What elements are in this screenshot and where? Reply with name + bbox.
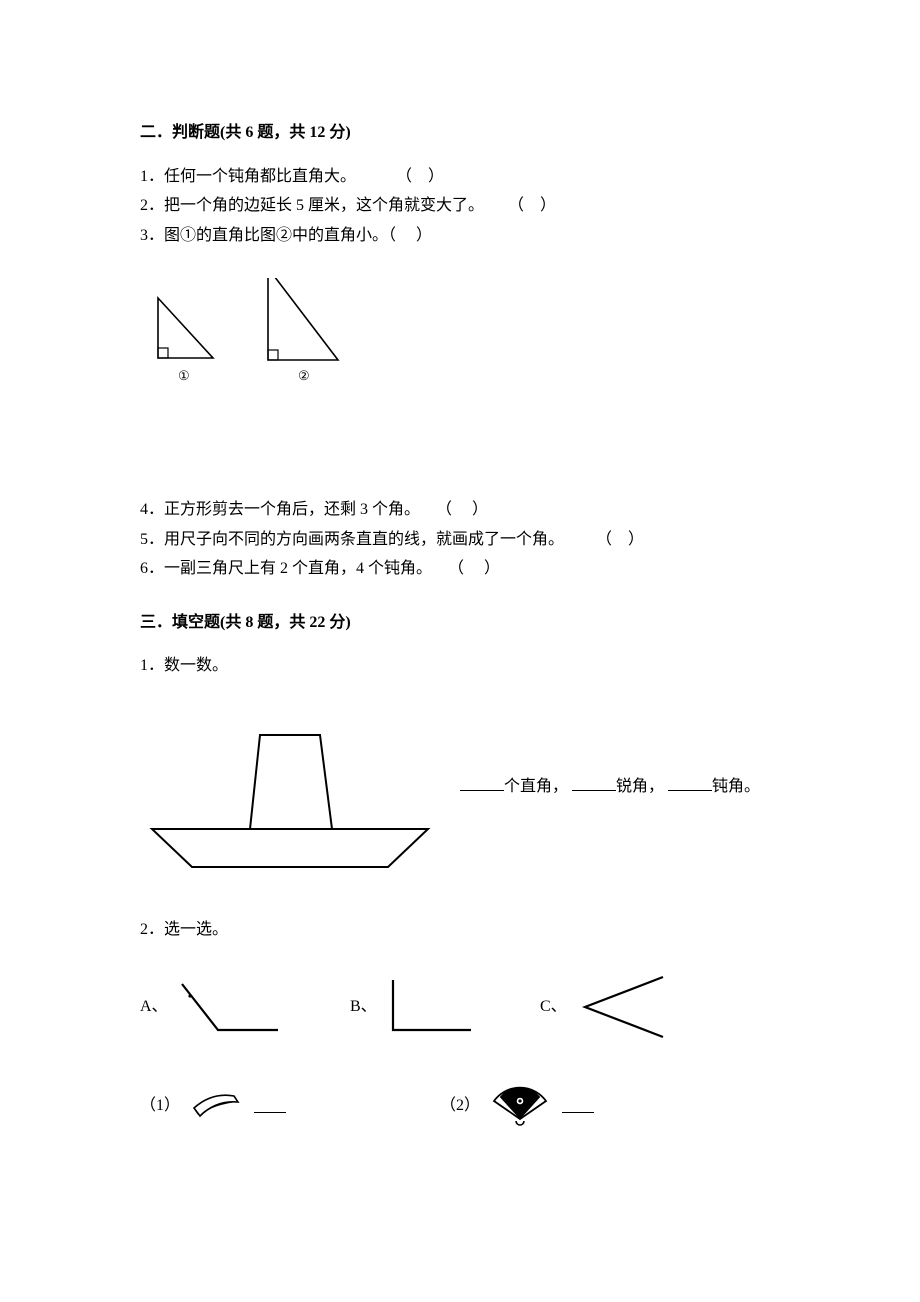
acute-angle-icon — [573, 971, 673, 1043]
blank-obtuse[interactable] — [668, 775, 712, 791]
option-a: A、 — [140, 974, 350, 1040]
section-3-title: 三．填空题(共 8 题，共 22 分) — [140, 610, 780, 636]
sub-q2: （2） — [440, 1085, 594, 1127]
triangle-label-1: ① — [178, 368, 190, 383]
boat-hull — [152, 829, 428, 867]
option-a-label: A、 — [140, 994, 168, 1020]
label-obtuse: 钝角。 — [712, 778, 760, 795]
fill-q1-label: 1．数一数。 — [140, 653, 780, 679]
angle-options-row: A、 B、 C、 — [140, 971, 780, 1043]
book-icon — [188, 1086, 244, 1126]
sub-q2-label: （2） — [440, 1093, 480, 1119]
option-b: B、 — [350, 974, 540, 1040]
sub-q2-blank[interactable] — [562, 1099, 594, 1113]
triangle-label-2: ② — [298, 368, 310, 383]
triangles-svg: ① ② — [148, 278, 368, 388]
right-angle-icon — [383, 974, 479, 1040]
option-c-label: C、 — [540, 994, 567, 1020]
right-angle-mark-1 — [158, 348, 168, 358]
blank-right-angle[interactable] — [460, 775, 504, 791]
judge-q5: 5．用尺子向不同的方向画两条直直的线，就画成了一个角。 （ ） — [140, 527, 780, 553]
judge-q2: 2．把一个角的边延长 5 厘米，这个角就变大了。 （ ） — [140, 193, 780, 219]
sub-q1: （1） — [140, 1086, 440, 1126]
obtuse-angle-icon — [174, 974, 284, 1040]
judge-q3: 3．图①的直角比图②中的直角小。（ ） — [140, 223, 780, 249]
blank-acute[interactable] — [572, 775, 616, 791]
sub-q1-label: （1） — [140, 1093, 180, 1119]
option-b-label: B、 — [350, 994, 377, 1020]
fan-icon — [488, 1085, 552, 1127]
boat-svg — [140, 697, 440, 877]
judge-q1: 1．任何一个钝角都比直角大。 （ ） — [140, 164, 780, 190]
fill-q1-blanks: 个直角， 锐角， 钝角。 — [460, 774, 760, 800]
sub-q1-blank[interactable] — [254, 1099, 286, 1113]
right-angle-mark-2 — [268, 350, 278, 360]
boat-figure-row: 个直角， 锐角， 钝角。 — [140, 697, 780, 877]
option-c: C、 — [540, 971, 673, 1043]
triangle-figures: ① ② — [148, 278, 780, 397]
boat-cabin — [250, 735, 332, 829]
label-right-angle: 个直角， — [504, 778, 568, 795]
judge-q6: 6．一副三角尺上有 2 个直角，4 个钝角。 （ ） — [140, 556, 780, 582]
fill-q2-label: 2．选一选。 — [140, 917, 780, 943]
judge-q4: 4．正方形剪去一个角后，还剩 3 个角。 （ ） — [140, 497, 780, 523]
label-acute: 锐角， — [616, 778, 664, 795]
sub-questions-row: （1） （2） — [140, 1085, 780, 1127]
section-2-title: 二．判断题(共 6 题，共 12 分) — [140, 120, 780, 146]
